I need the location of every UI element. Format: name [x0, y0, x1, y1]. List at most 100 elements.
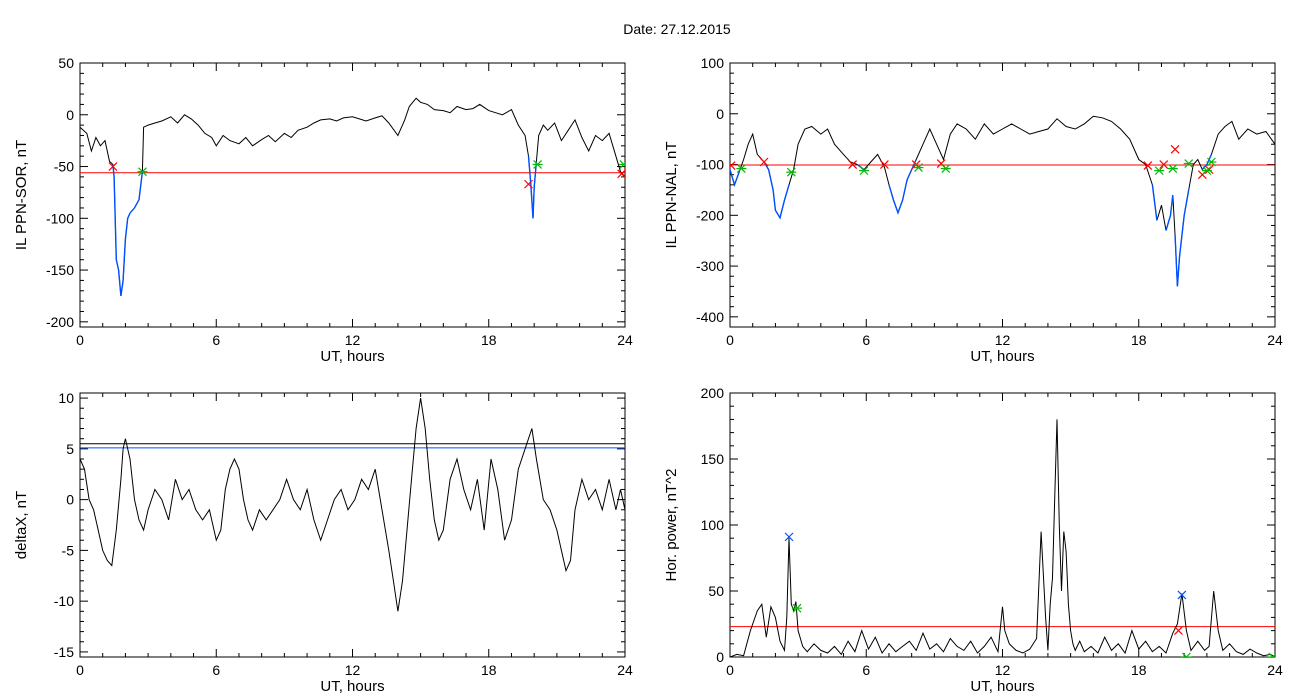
start-marker [848, 160, 858, 169]
panel-il-ppn-sor: 0 6 12 18 24 50 0 -50 -100 -150 -200 UT, hours IL PP… [13, 55, 633, 365]
start-marker [879, 160, 889, 169]
plot-frame [79, 392, 626, 658]
start-marker [759, 157, 769, 167]
start-marker [730, 161, 736, 170]
plot-frame [79, 62, 626, 328]
y-tick-label: -100 [46, 210, 74, 226]
peak-marker [1177, 590, 1187, 600]
x-tick-label: 12 [995, 662, 1011, 678]
x-axis-label: UT, hours [320, 348, 384, 365]
end-marker [1206, 157, 1217, 167]
x-tick-label: 18 [1131, 662, 1147, 678]
highlight-segment [888, 159, 917, 215]
end-marker [786, 167, 797, 177]
start-marker [108, 162, 118, 171]
end-marker [618, 160, 625, 169]
x-tick-label: 0 [726, 662, 734, 678]
y-axis-label: Hor. power, nT^2 [663, 469, 680, 582]
y-tick-label: -300 [696, 258, 724, 274]
y-tick-label: 100 [701, 517, 725, 533]
figure-title: Date: 27.12.2015 [623, 21, 731, 37]
y-tick-label: -15 [54, 644, 74, 660]
panel-hor-power: 0 6 12 18 24 200 150 100 50 0 UT, hours Hor. power,… [663, 385, 1283, 695]
y-tick-label: 0 [716, 106, 724, 122]
end-marker [1181, 652, 1192, 657]
end-marker [137, 167, 148, 177]
highlight-segment [1151, 184, 1158, 221]
y-tick-label: 150 [701, 451, 725, 467]
end-marker [858, 166, 869, 176]
y-axis-label: IL PPN-SOR, nT [13, 140, 30, 250]
y-tick-label: 0 [716, 649, 724, 665]
highlight-segment [527, 156, 538, 219]
peak-marker [784, 532, 794, 542]
end-marker [1154, 166, 1165, 176]
highlight-segment [1165, 194, 1174, 231]
panel-deltax: 0 6 12 18 24 10 5 0 -5 -10 -15 UT, hours deltaX, nT [13, 390, 633, 695]
highlight-segment [730, 169, 740, 188]
x-tick-label: 6 [862, 332, 870, 348]
start-marker [1170, 144, 1180, 154]
x-tick-label: 24 [617, 332, 633, 348]
y-tick-label: -400 [696, 309, 724, 325]
start-marker [524, 179, 533, 189]
series-line [730, 115, 1275, 287]
y-tick-label: -100 [696, 157, 724, 173]
start-marker [1143, 161, 1153, 170]
end-marker [913, 163, 924, 173]
y-tick-label: 50 [58, 55, 74, 71]
y-tick-label: -50 [54, 159, 74, 175]
x-axis-label: UT, hours [970, 348, 1034, 365]
plot-area [80, 398, 625, 612]
start-marker [1204, 165, 1214, 175]
plot-frame [729, 62, 1276, 328]
y-tick-label: -10 [54, 593, 74, 609]
x-tick-label: 6 [862, 662, 870, 678]
x-tick-label: 18 [1131, 332, 1147, 348]
series-line [80, 97, 625, 296]
y-tick-label: 0 [66, 107, 74, 123]
end-marker [532, 160, 543, 169]
highlight-segment [1174, 189, 1190, 287]
plot-area [730, 115, 1275, 287]
x-tick-label: 12 [995, 332, 1011, 348]
highlight-segment [763, 161, 790, 220]
x-tick-label: 6 [212, 662, 220, 678]
series-line [80, 398, 625, 612]
x-axis-label: UT, hours [970, 678, 1034, 695]
y-tick-label: -200 [696, 207, 724, 223]
start-marker [1159, 160, 1169, 169]
highlight-segment [112, 164, 144, 296]
x-tick-label: 18 [481, 332, 497, 348]
x-tick-label: 6 [212, 332, 220, 348]
y-tick-label: 10 [58, 390, 74, 406]
end-marker [1267, 652, 1275, 657]
panel-il-ppn-nal: 0 6 12 18 24 100 0 -100 -200 -300 -400 UT, hours IL … [663, 55, 1283, 365]
y-tick-label: 200 [701, 385, 725, 401]
y-tick-label: -150 [46, 262, 74, 278]
end-marker [940, 164, 951, 174]
end-marker [1201, 166, 1212, 176]
end-marker [1183, 159, 1194, 168]
end-marker [736, 164, 747, 174]
x-axis-label: UT, hours [320, 678, 384, 695]
x-tick-label: 24 [1267, 332, 1283, 348]
plot-area [730, 419, 1275, 657]
y-tick-label: -5 [62, 542, 75, 558]
y-axis-label: IL PPN-NAL, nT [663, 142, 680, 249]
y-tick-label: 100 [701, 55, 725, 71]
end-marker [791, 603, 802, 613]
x-tick-label: 24 [617, 662, 633, 678]
x-tick-label: 0 [76, 332, 84, 348]
x-tick-label: 24 [1267, 662, 1283, 678]
plot-area [80, 97, 625, 296]
x-tick-label: 12 [345, 662, 361, 678]
x-tick-label: 0 [76, 662, 84, 678]
y-tick-label: 0 [66, 492, 74, 508]
y-tick-label: -200 [46, 314, 74, 330]
x-tick-label: 18 [481, 662, 497, 678]
y-axis-label: deltaX, nT [13, 491, 30, 559]
x-tick-label: 12 [345, 332, 361, 348]
start-marker [1174, 626, 1183, 636]
